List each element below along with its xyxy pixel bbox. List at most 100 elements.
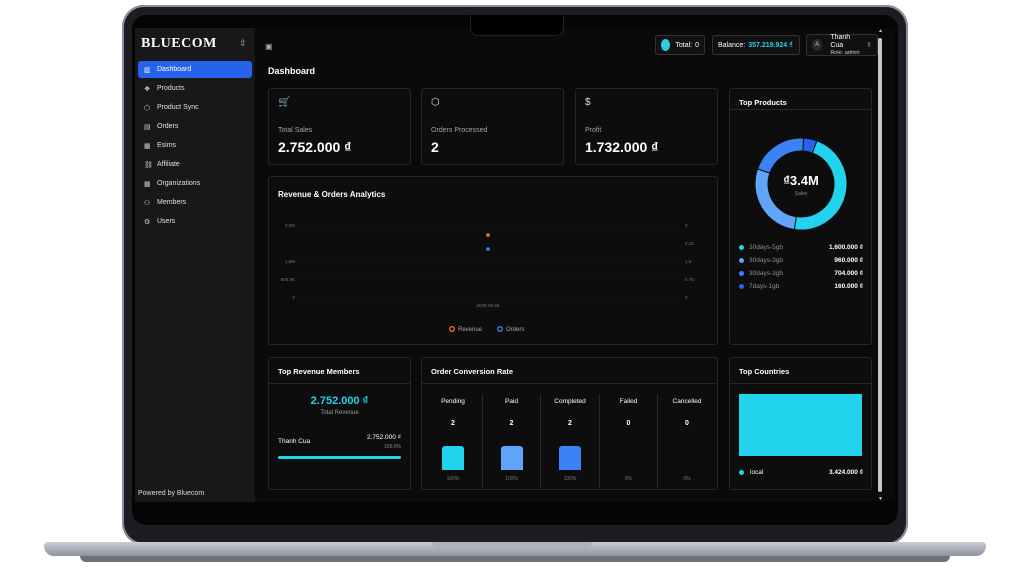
conversion-stage-failed: Failed 0 0% xyxy=(600,358,658,489)
stage-bar[interactable] xyxy=(500,446,523,470)
divider xyxy=(730,109,871,110)
brand-logo[interactable]: BLUECOM xyxy=(141,36,217,51)
card-title: Top Revenue Members xyxy=(278,367,360,376)
card-title: Top Products xyxy=(739,98,787,107)
legend-marker[interactable] xyxy=(449,326,455,332)
product-value: 704.000 ₫ xyxy=(834,269,863,277)
link-icon: ⛓ xyxy=(144,161,153,169)
chart-icon: ▥ xyxy=(144,66,151,74)
sidebar: BLUECOM ⇳ ▥ Dashboard ❖ Products ⬡ Product Sy… xyxy=(135,28,255,502)
total-value: 0 xyxy=(695,41,699,49)
total-revenue-value: 2.752.000 ₫ xyxy=(310,395,369,407)
sidebar-item-label: Users xyxy=(157,218,176,225)
scroll-down-icon[interactable]: ▼ xyxy=(878,496,883,502)
sidebar-item-products[interactable]: ❖ Products xyxy=(138,80,252,97)
member-progress-track xyxy=(278,456,401,459)
user-name: Thanh Cua xyxy=(830,33,851,49)
y-right-tick: 0 xyxy=(685,295,688,300)
sidebar-item-esims[interactable]: ▦ Esims xyxy=(138,137,252,154)
stage-name: Completed xyxy=(554,398,586,405)
stage-count: 2 xyxy=(568,420,572,427)
country-legend-row: local 3.424.000 ₫ xyxy=(739,466,863,478)
laptop-base-bottom xyxy=(80,556,950,562)
sidebar-item-dashboard[interactable]: ▥ Dashboard xyxy=(138,61,252,78)
sidebar-nav: ▥ Dashboard ❖ Products ⬡ Product Sync ▤ Orders ▦… xyxy=(138,61,252,232)
scrollbar-thumb[interactable] xyxy=(878,38,882,492)
country-value: 3.424.000 ₫ xyxy=(828,468,863,476)
divider xyxy=(269,383,410,384)
stage-count: 2 xyxy=(451,420,455,427)
orders-point[interactable] xyxy=(486,247,490,251)
sidebar-item-product-sync[interactable]: ⬡ Product Sync xyxy=(138,99,252,116)
y-left-tick: 0 xyxy=(292,295,295,300)
y-left-tick: 1.6M xyxy=(285,259,295,264)
stat-label: Profit xyxy=(585,127,602,134)
page-title: Dashboard xyxy=(268,66,316,76)
product-name: 30days-5gb xyxy=(749,243,783,251)
member-name: Thanh Cua xyxy=(278,438,311,445)
clipboard-icon: ▤ xyxy=(144,123,151,131)
y-right-tick: 1.5 xyxy=(685,259,692,264)
sidebar-item-affiliate[interactable]: ⛓ Affiliate xyxy=(138,156,252,173)
product-name: 7days-1gb xyxy=(749,282,780,290)
sidebar-item-users[interactable]: ⚙ Users xyxy=(138,213,252,230)
sidebar-toggle-icon[interactable]: ▣ xyxy=(265,42,273,51)
stage-percent: 100% xyxy=(446,476,460,482)
stat-value: 2 xyxy=(431,139,439,155)
analytics-card: Revenue & Orders Analytics 0 800.0K 1.6M 2.… xyxy=(268,176,718,345)
sidebar-item-label: Product Sync xyxy=(157,104,199,111)
card-title: Order Conversion Rate xyxy=(431,367,514,376)
top-products-card: Top Products ₫3.4M Sales 30days-5gb 1.600… xyxy=(729,88,872,345)
analytics-chart: 0 800.0K 1.6M 2.0M 0 0.75 1.5 2.25 3 2025-09-26 Re… xyxy=(281,223,695,333)
legend-marker[interactable] xyxy=(497,326,503,332)
legend-dot xyxy=(739,244,744,250)
scroll-up-icon[interactable]: ▲ xyxy=(878,28,883,34)
sidebar-item-orders[interactable]: ▤ Orders xyxy=(138,118,252,135)
x-tick: 2025-09-26 xyxy=(476,303,500,308)
donut-slice[interactable] xyxy=(802,137,818,154)
product-name: 30days-3gb xyxy=(749,269,783,277)
legend-label[interactable]: Revenue xyxy=(458,327,483,333)
conversion-stage-cancelled: Cancelled 0 0% xyxy=(658,358,716,489)
member-percent: 100.0% xyxy=(384,444,401,450)
user-cog-icon: ⚙ xyxy=(144,218,151,226)
chevron-up-down-icon[interactable]: ⇳ xyxy=(239,38,247,48)
sidebar-item-label: Products xyxy=(157,85,185,92)
product-name: 30days-3gb xyxy=(749,256,783,264)
building-icon: ▦ xyxy=(144,180,151,188)
legend-label[interactable]: Orders xyxy=(506,327,524,333)
package-sync-icon: ⬡ xyxy=(144,104,151,112)
member-value: 2.752.000 ₫ xyxy=(366,434,401,441)
stat-value: 2.752.000 ₫ xyxy=(278,139,352,155)
stat-card-profit: $ Profit 1.732.000 ₫ xyxy=(575,88,718,165)
user-menu[interactable]: A Thanh Cua Role: admin ⇳ xyxy=(806,34,878,56)
stage-percent: 0% xyxy=(624,476,633,482)
stage-bar[interactable] xyxy=(559,446,581,470)
stage-percent: 100% xyxy=(563,476,577,482)
y-right-tick: 0.75 xyxy=(685,277,694,282)
stage-divider xyxy=(598,394,600,488)
stat-card-total-sales: 🛒 Total Sales 2.752.000 ₫ xyxy=(268,88,411,165)
conversion-stage-pending: Pending 2 100% xyxy=(424,358,482,489)
cart-icon: 🛒 xyxy=(278,97,291,108)
sidebar-item-members[interactable]: ⚇ Members xyxy=(138,194,252,211)
box-icon: ⬡ xyxy=(431,97,440,108)
country-bar xyxy=(739,394,862,456)
cart-icon: 🛒 xyxy=(661,39,671,51)
revenue-point[interactable] xyxy=(486,233,490,237)
divider xyxy=(730,383,871,384)
card-title: Top Countries xyxy=(739,367,790,376)
legend-dot xyxy=(739,283,744,289)
stage-count: 2 xyxy=(509,420,514,427)
stat-label: Total Sales xyxy=(278,127,313,134)
stat-card-orders-processed: ⬡ Orders Processed 2 xyxy=(421,88,564,165)
product-value: 160.000 ₫ xyxy=(834,282,863,290)
product-value: 1.600.000 ₫ xyxy=(828,243,863,251)
donut-slice[interactable] xyxy=(756,137,805,174)
powered-by: Powered by Bluecom xyxy=(138,490,205,497)
stage-bar[interactable] xyxy=(442,446,464,470)
sidebar-item-organizations[interactable]: ▦ Organizations xyxy=(138,175,252,192)
cart-total-pill[interactable]: 🛒 Total: 0 xyxy=(655,35,705,55)
sidebar-item-label: Affiliate xyxy=(157,161,180,168)
stage-name: Failed xyxy=(619,398,638,405)
